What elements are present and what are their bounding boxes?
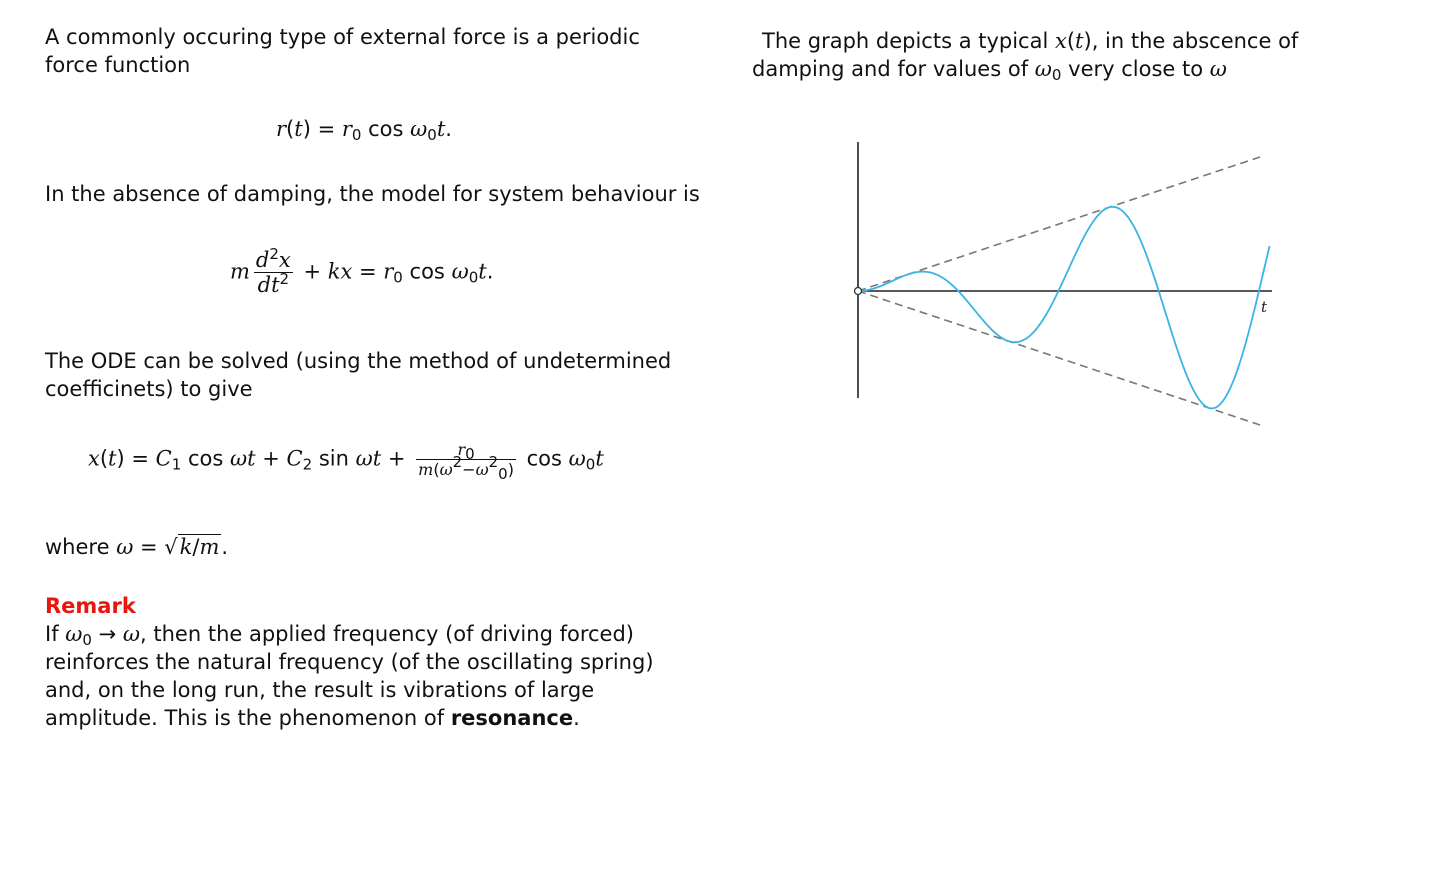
upper-envelope-line [857, 156, 1261, 292]
remark-title: Remark [45, 594, 136, 618]
model-equation: m d2x dt2 + kx = r0 cos ω0t. [230, 245, 494, 298]
graph-caption: The graph depicts a typical x(t), in the… [752, 29, 1299, 84]
t-axis-label: t [1261, 298, 1268, 316]
ode-text: The ODE can be solved (using the method … [45, 349, 672, 401]
remark-body: If ω0 → ω, then the applied frequency (o… [45, 622, 654, 730]
origin-point [853, 286, 863, 296]
where-line: where ω = √k/m. [45, 534, 229, 559]
force-equation: r(t) = r0 cos ω0t. [276, 117, 452, 144]
resonance-term: resonance [450, 706, 574, 730]
resonance-graph: t [853, 142, 1272, 426]
model-text: In the absence of damping, the model for… [45, 182, 700, 206]
resonance-curve [857, 205, 1271, 410]
lower-envelope-line [857, 290, 1261, 426]
intro-text: A commonly occuring type of external for… [45, 25, 640, 77]
solution-equation: x(t) = C1 cos ωt + C2 sin ωt + r0 m(ω2−ω2… [88, 440, 604, 483]
